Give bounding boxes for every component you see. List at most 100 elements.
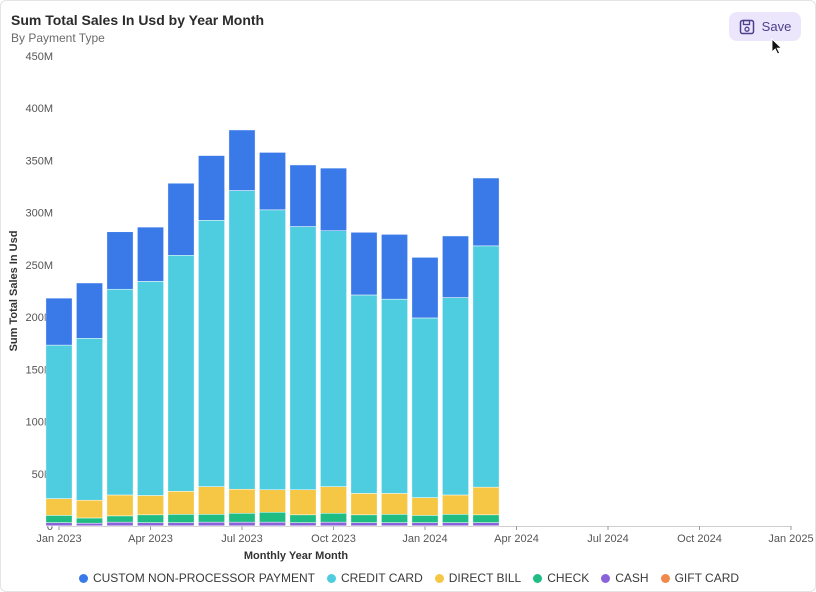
bar-segment[interactable] xyxy=(320,230,347,487)
bar-segment[interactable] xyxy=(137,495,164,516)
bar-segment[interactable] xyxy=(137,522,164,527)
bar-segment[interactable] xyxy=(381,493,408,515)
mouse-pointer-icon xyxy=(771,38,783,55)
bar-segment[interactable] xyxy=(228,129,256,191)
bar-segment[interactable] xyxy=(137,226,164,282)
bar-segment[interactable] xyxy=(259,489,286,513)
bar-segment[interactable] xyxy=(259,521,286,527)
save-button[interactable]: Save xyxy=(729,12,801,41)
bar-segment[interactable] xyxy=(106,494,134,517)
bar-segment[interactable] xyxy=(76,338,103,501)
bar-segment[interactable] xyxy=(259,152,286,211)
bar-segment[interactable] xyxy=(198,521,225,527)
legend-swatch xyxy=(533,573,543,583)
bar-segment[interactable] xyxy=(442,297,469,496)
bar-segment[interactable] xyxy=(472,245,500,488)
bar-segment[interactable] xyxy=(381,522,408,527)
bar-segment[interactable] xyxy=(320,167,347,231)
legend-item[interactable]: CHECK xyxy=(533,571,589,585)
stacked-bar-chart: 050M100M150M200M250M300M350M400M450MJan … xyxy=(8,51,814,562)
bar-segment[interactable] xyxy=(198,486,225,515)
chart-subtitle: By Payment Type xyxy=(11,31,105,45)
bar-segment[interactable] xyxy=(289,489,317,516)
bar-segment[interactable] xyxy=(228,190,256,490)
bar-segment[interactable] xyxy=(411,522,439,527)
bar-segment[interactable] xyxy=(106,515,134,523)
bar-segment[interactable] xyxy=(228,513,256,523)
bar-segment[interactable] xyxy=(198,220,225,487)
legend-item[interactable]: CREDIT CARD xyxy=(326,571,423,585)
y-tick-label: 250M xyxy=(25,260,53,272)
legend-item[interactable]: CASH xyxy=(601,571,649,585)
bar-segment[interactable] xyxy=(289,164,317,227)
bar-segment[interactable] xyxy=(289,514,317,523)
x-tick-label: Jan 2024 xyxy=(402,533,447,545)
bar-segment[interactable] xyxy=(350,232,378,296)
bar-segment[interactable] xyxy=(76,282,103,339)
bar-segment[interactable] xyxy=(320,521,347,527)
bar-segment[interactable] xyxy=(45,522,73,527)
legend-label: CASH xyxy=(615,571,649,585)
bar-segment[interactable] xyxy=(411,317,439,498)
bar-segment[interactable] xyxy=(350,514,378,523)
bar-segment[interactable] xyxy=(472,514,500,523)
bar-segment[interactable] xyxy=(106,288,134,496)
bar-segment[interactable] xyxy=(259,511,286,523)
bar-segment[interactable] xyxy=(289,522,317,527)
bar-segment[interactable] xyxy=(381,234,408,300)
bar-segment[interactable] xyxy=(442,235,469,298)
bar-segment[interactable] xyxy=(472,177,500,247)
bar-segment[interactable] xyxy=(350,493,378,516)
bar-segment[interactable] xyxy=(381,298,408,494)
bar-segment[interactable] xyxy=(45,515,73,523)
bar-segment[interactable] xyxy=(259,209,286,491)
bar-segment[interactable] xyxy=(442,522,469,527)
bar-segment[interactable] xyxy=(167,255,195,492)
x-tick-label: Oct 2023 xyxy=(311,533,356,545)
bar-segment[interactable] xyxy=(411,515,439,523)
bar-segment[interactable] xyxy=(411,497,439,516)
bar-segment[interactable] xyxy=(45,498,73,516)
bar-segment[interactable] xyxy=(320,486,347,514)
y-tick-label: 0 xyxy=(47,521,53,533)
bar-segment[interactable] xyxy=(381,514,408,523)
bar-segment[interactable] xyxy=(228,488,256,514)
bar-segment[interactable] xyxy=(350,522,378,527)
legend-item[interactable]: GIFT CARD xyxy=(660,571,739,585)
bar-segment[interactable] xyxy=(167,522,195,527)
bar-segment[interactable] xyxy=(411,257,439,319)
chart-title: Sum Total Sales In Usd by Year Month xyxy=(11,12,265,28)
bar-segment[interactable] xyxy=(167,182,195,256)
bar-segment[interactable] xyxy=(137,514,164,523)
y-axis-title: Sum Total Sales In Usd xyxy=(8,231,20,352)
x-tick-label: Jul 2024 xyxy=(587,533,629,545)
bar-segment[interactable] xyxy=(472,522,500,527)
legend-item[interactable]: CUSTOM NON-PROCESSOR PAYMENT xyxy=(78,571,315,585)
bar-segment[interactable] xyxy=(442,494,469,515)
x-tick-label: Jan 2025 xyxy=(768,533,813,545)
x-tick-label: Apr 2024 xyxy=(494,533,539,545)
bar-segment[interactable] xyxy=(198,514,225,523)
legend-label: CHECK xyxy=(547,571,590,585)
bar-segment[interactable] xyxy=(106,521,134,527)
x-axis-title: Monthly Year Month xyxy=(244,550,349,562)
bar-segment[interactable] xyxy=(106,231,134,290)
bar-segment[interactable] xyxy=(76,522,103,527)
bar-segment[interactable] xyxy=(45,344,73,499)
bar-segment[interactable] xyxy=(45,297,73,346)
bar-segment[interactable] xyxy=(228,521,256,527)
bar-segment[interactable] xyxy=(320,513,347,523)
bar-segment[interactable] xyxy=(350,294,378,494)
bar-segment[interactable] xyxy=(472,486,500,516)
legend-item[interactable]: DIRECT BILL xyxy=(434,571,521,585)
legend-swatch xyxy=(326,573,336,583)
bar-segment[interactable] xyxy=(198,155,225,221)
bar-segment[interactable] xyxy=(289,226,317,491)
bar-segment[interactable] xyxy=(167,491,195,515)
bar-segment[interactable] xyxy=(442,514,469,523)
bar-segment[interactable] xyxy=(167,514,195,523)
legend-swatch xyxy=(78,573,88,583)
bar-segment[interactable] xyxy=(76,499,103,519)
bar-segment[interactable] xyxy=(137,281,164,496)
bar-segment[interactable] xyxy=(76,517,103,524)
